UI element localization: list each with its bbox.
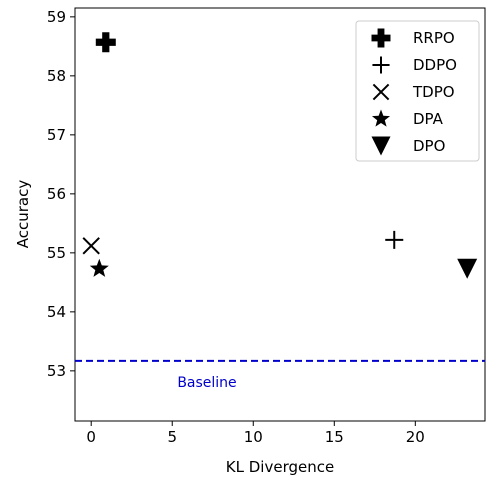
x-tick-label: 15 — [325, 428, 344, 446]
x-tick-label: 5 — [167, 428, 177, 446]
legend-label: RRPO — [413, 29, 455, 47]
x-axis-label: KL Divergence — [226, 458, 334, 476]
data-points — [82, 32, 478, 279]
y-axis: 53 54 55 56 57 58 59 — [47, 8, 75, 380]
legend-marker-ddpo — [372, 56, 390, 74]
y-tick-label: 54 — [47, 303, 66, 321]
y-tick-label: 53 — [47, 362, 66, 380]
x-tick-label: 20 — [406, 428, 425, 446]
x-tick-label: 0 — [86, 428, 96, 446]
legend-marker-tdpo — [372, 83, 390, 101]
legend: RRPO DDPO TDPO DPA DPO — [355, 20, 480, 162]
point-dpo — [457, 258, 478, 279]
y-axis-label: Accuracy — [14, 180, 32, 249]
legend-marker-dpo — [371, 136, 391, 156]
y-tick-label: 58 — [47, 67, 66, 85]
legend-label: DPA — [413, 110, 444, 128]
x-tick-label: 10 — [244, 428, 263, 446]
point-rrpo — [95, 32, 116, 53]
legend-label: DDPO — [413, 56, 457, 74]
point-tdpo — [82, 237, 100, 255]
legend-label: TDPO — [412, 83, 455, 101]
x-axis: 0 5 10 15 20 — [86, 421, 425, 446]
point-ddpo — [385, 230, 404, 249]
y-tick-label: 55 — [47, 244, 66, 262]
legend-marker-rrpo — [371, 28, 391, 48]
y-tick-label: 59 — [47, 8, 66, 26]
baseline-label: Baseline — [177, 375, 236, 391]
legend-marker-dpa — [371, 109, 391, 127]
legend-box — [355, 20, 480, 162]
baseline: Baseline — [75, 359, 485, 391]
y-tick-label: 57 — [47, 126, 66, 144]
legend-label: DPO — [413, 137, 445, 155]
point-dpa — [89, 258, 109, 277]
y-tick-label: 56 — [47, 185, 66, 203]
